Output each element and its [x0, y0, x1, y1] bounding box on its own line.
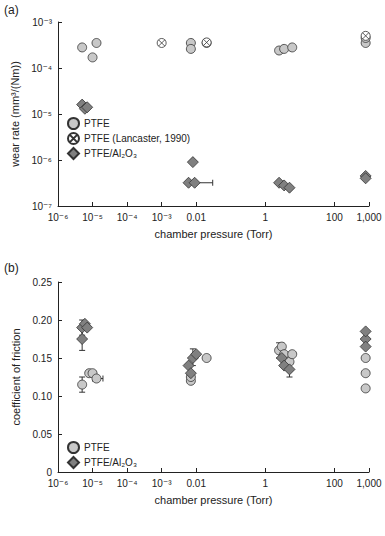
svg-text:1: 1	[263, 478, 269, 489]
svg-text:10⁻³: 10⁻³	[152, 212, 172, 223]
svg-text:1,000: 1,000	[356, 212, 381, 223]
svg-text:100: 100	[326, 478, 343, 489]
svg-text:0.01: 0.01	[186, 478, 206, 489]
svg-text:1: 1	[263, 212, 269, 223]
svg-text:PTFE/Al₂O₃: PTFE/Al₂O₃	[84, 148, 137, 159]
svg-text:1,000: 1,000	[356, 478, 381, 489]
svg-text:0.20: 0.20	[33, 315, 53, 326]
svg-text:0.25: 0.25	[33, 277, 53, 288]
svg-text:PTFE (Lancaster, 1990): PTFE (Lancaster, 1990)	[84, 133, 190, 144]
svg-text:100: 100	[326, 212, 343, 223]
svg-text:10⁻⁴: 10⁻⁴	[117, 478, 138, 489]
svg-text:0.01: 0.01	[186, 212, 206, 223]
svg-text:chamber pressure (Torr): chamber pressure (Torr)	[155, 228, 273, 240]
svg-text:10⁻³: 10⁻³	[32, 17, 52, 28]
svg-text:10⁻⁴: 10⁻⁴	[31, 63, 52, 74]
svg-text:chamber pressure (Torr): chamber pressure (Torr)	[155, 494, 273, 506]
svg-text:0.05: 0.05	[33, 429, 53, 440]
svg-text:PTFE: PTFE	[84, 442, 110, 453]
svg-text:10⁻⁵: 10⁻⁵	[31, 109, 52, 120]
svg-text:0.10: 0.10	[33, 391, 53, 402]
svg-text:0.15: 0.15	[33, 353, 53, 364]
svg-text:10⁻⁴: 10⁻⁴	[117, 212, 138, 223]
svg-text:coefficient of friction: coefficient of friction	[10, 328, 22, 425]
svg-text:wear rate (mm³/(Nm)): wear rate (mm³/(Nm))	[9, 61, 21, 168]
svg-text:PTFE/Al₂O₃: PTFE/Al₂O₃	[84, 457, 137, 468]
svg-text:10⁻⁵: 10⁻⁵	[82, 478, 103, 489]
svg-text:10⁻⁶: 10⁻⁶	[31, 155, 52, 166]
svg-text:10⁻⁷: 10⁻⁷	[32, 201, 52, 212]
svg-text:10⁻³: 10⁻³	[152, 478, 172, 489]
svg-text:10⁻⁶: 10⁻⁶	[48, 478, 69, 489]
svg-text:(a): (a)	[4, 3, 19, 17]
svg-text:PTFE: PTFE	[84, 118, 110, 129]
svg-text:(b): (b)	[4, 261, 19, 275]
svg-text:10⁻⁶: 10⁻⁶	[48, 212, 69, 223]
svg-text:10⁻⁵: 10⁻⁵	[82, 212, 103, 223]
svg-text:0: 0	[46, 467, 52, 478]
